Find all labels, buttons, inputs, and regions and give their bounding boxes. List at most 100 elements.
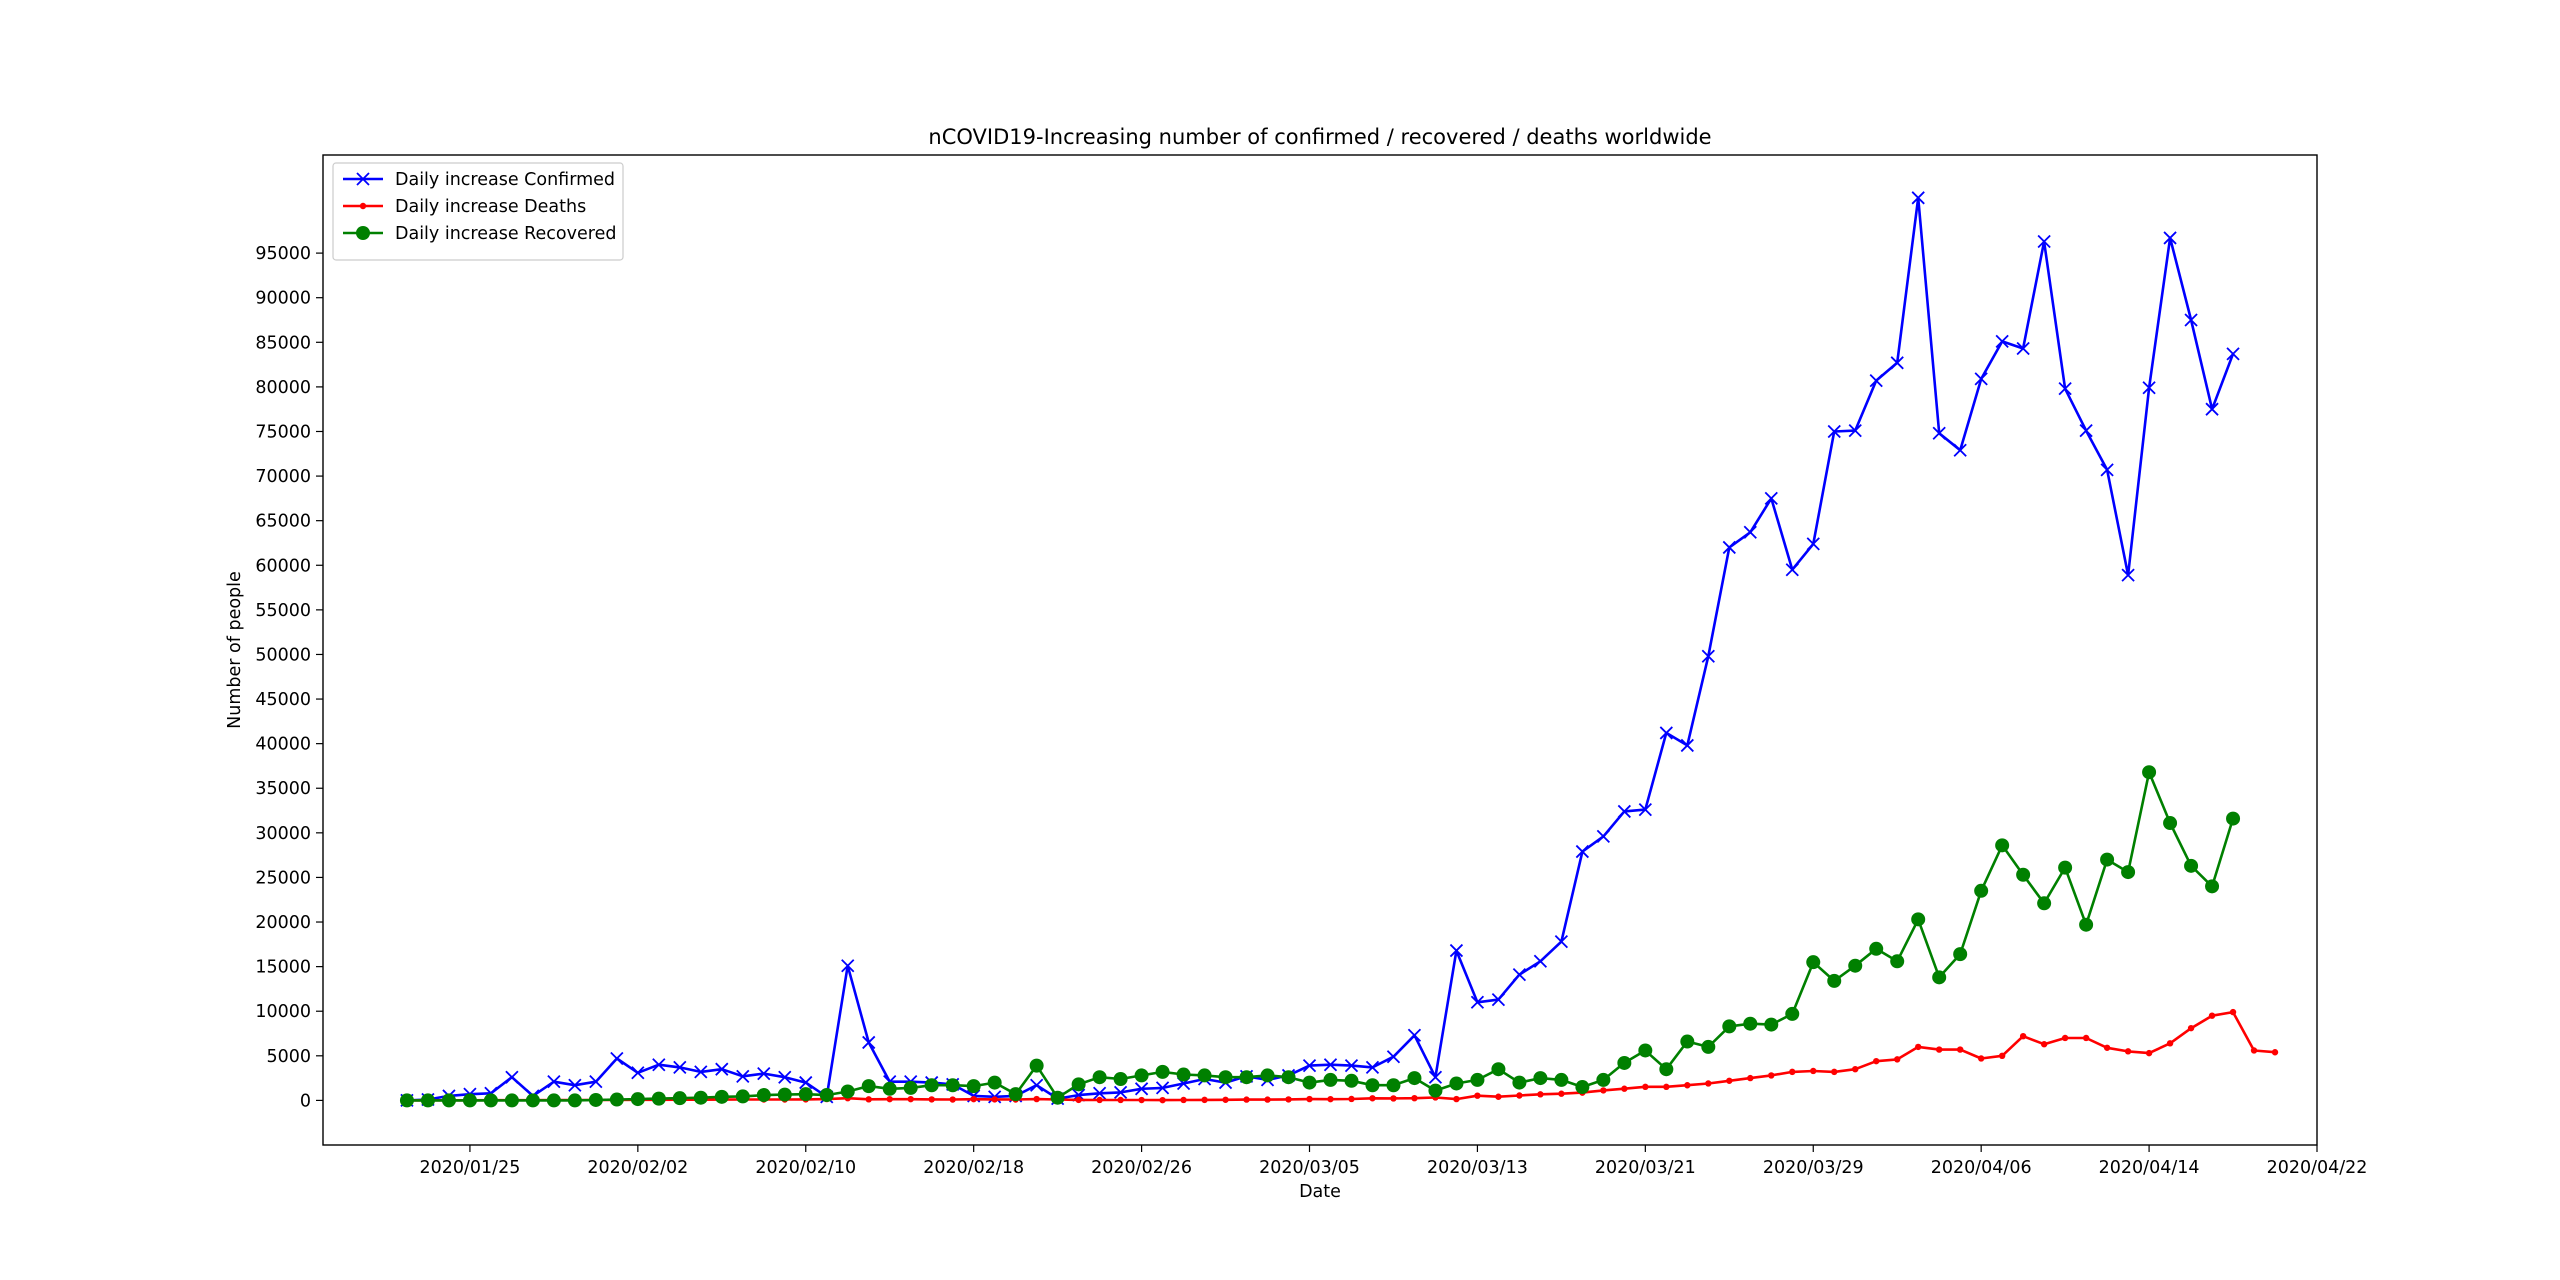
daily-increase-confirmed-point — [673, 1060, 687, 1075]
daily-increase-recovered-point — [672, 1091, 687, 1106]
daily-increase-confirmed-point — [1785, 563, 1799, 577]
daily-increase-recovered-point — [2205, 879, 2220, 894]
daily-increase-confirmed-point — [1827, 424, 1841, 439]
daily-increase-confirmed-point — [2163, 231, 2177, 245]
daily-increase-recovered-point — [1680, 1034, 1695, 1049]
daily-increase-confirmed-point — [2184, 313, 2198, 327]
daily-increase-recovered-point — [609, 1092, 624, 1107]
daily-increase-recovered-point — [756, 1088, 771, 1103]
x-tick-label: 2020/03/29 — [1763, 1158, 1864, 1178]
plot-area — [399, 191, 2279, 1108]
daily-increase-recovered-point — [1806, 955, 1821, 970]
y-tick-label: 65000 — [255, 512, 311, 532]
daily-increase-recovered-point — [693, 1090, 708, 1105]
daily-increase-recovered-point — [2142, 765, 2157, 780]
daily-increase-deaths-point — [2103, 1044, 2111, 1051]
daily-increase-deaths-point — [1243, 1096, 1250, 1103]
daily-increase-confirmed-point — [1554, 935, 1569, 949]
daily-increase-confirmed-series — [400, 191, 2240, 1108]
daily-increase-confirmed-point — [1638, 803, 1652, 817]
legend-marker — [359, 202, 367, 210]
y-tick-label: 10000 — [255, 1002, 311, 1022]
y-tick-label: 35000 — [255, 779, 311, 799]
daily-increase-recovered-point — [1743, 1016, 1758, 1031]
daily-increase-confirmed-point — [757, 1067, 771, 1081]
daily-increase-confirmed-point — [862, 1035, 876, 1050]
daily-increase-recovered-point — [924, 1078, 939, 1093]
daily-increase-recovered-point — [714, 1089, 729, 1104]
daily-increase-recovered-point — [1050, 1090, 1065, 1105]
daily-increase-confirmed-point — [1030, 1078, 1044, 1092]
daily-increase-deaths-line — [406, 1010, 2276, 1102]
daily-increase-confirmed-point — [1701, 649, 1715, 663]
y-axis-label: Number of people — [225, 571, 245, 729]
daily-increase-recovered-point — [1659, 1062, 1674, 1077]
legend-marker — [356, 226, 370, 240]
legend: Daily increase Confirmed Daily increase D… — [332, 162, 624, 261]
daily-increase-confirmed-point — [1407, 1028, 1422, 1042]
daily-increase-deaths-point — [1768, 1072, 1775, 1079]
daily-increase-confirmed-point — [715, 1062, 729, 1076]
x-tick-label: 2020/04/06 — [1931, 1158, 2032, 1178]
daily-increase-recovered-point — [2079, 917, 2094, 932]
y-tick-label: 60000 — [255, 556, 311, 576]
daily-increase-confirmed-point — [778, 1070, 792, 1084]
daily-increase-confirmed-point — [1575, 844, 1590, 859]
daily-increase-deaths-point — [865, 1096, 872, 1103]
x-tick-label: 2020/02/02 — [587, 1158, 688, 1178]
y-tick-label: 5000 — [266, 1047, 311, 1067]
daily-increase-deaths-point — [1894, 1056, 1901, 1063]
daily-increase-deaths-point — [1348, 1095, 1355, 1103]
daily-increase-deaths-point — [970, 1095, 977, 1103]
daily-increase-confirmed-point — [1743, 525, 1757, 539]
daily-increase-recovered-point — [1428, 1083, 1443, 1098]
daily-increase-deaths-point — [1810, 1067, 1817, 1075]
daily-increase-deaths-point — [1998, 1052, 2006, 1060]
y-tick-label: 25000 — [255, 868, 311, 888]
daily-increase-confirmed-point — [1890, 356, 1904, 370]
daily-increase-recovered-point — [588, 1092, 603, 1107]
daily-increase-deaths-point — [1474, 1092, 1481, 1099]
legend-label: Daily increase Confirmed — [395, 170, 615, 190]
y-tick-label: 15000 — [255, 958, 311, 978]
daily-increase-recovered-point — [483, 1093, 498, 1108]
y-tick-label: 95000 — [255, 244, 311, 264]
daily-increase-deaths-point — [2061, 1034, 2069, 1042]
daily-increase-recovered-point — [1260, 1068, 1275, 1083]
daily-increase-deaths-point — [1956, 1046, 1964, 1053]
daily-increase-confirmed-point — [2100, 463, 2114, 477]
daily-increase-confirmed-point — [1911, 191, 1925, 205]
daily-increase-deaths-point — [1285, 1096, 1292, 1103]
daily-increase-recovered-point — [1302, 1075, 1317, 1090]
daily-increase-recovered-point — [840, 1084, 855, 1099]
daily-increase-deaths-point — [1453, 1095, 1460, 1103]
daily-increase-confirmed-point — [1848, 423, 1862, 438]
daily-increase-deaths-point — [1201, 1096, 1208, 1104]
daily-increase-confirmed-point — [1932, 426, 1946, 440]
daily-increase-confirmed-point — [2142, 381, 2156, 395]
daily-increase-deaths-point — [1726, 1077, 1733, 1084]
daily-increase-recovered-point — [1953, 947, 1968, 962]
daily-increase-confirmed-point — [1659, 726, 1673, 740]
daily-increase-deaths-point — [1873, 1057, 1880, 1065]
daily-increase-recovered-point — [2121, 865, 2136, 880]
daily-increase-confirmed-point — [1869, 374, 1883, 388]
daily-increase-deaths-point — [928, 1096, 935, 1103]
daily-increase-confirmed-point — [1113, 1085, 1128, 1100]
daily-increase-recovered-point — [1071, 1077, 1086, 1092]
daily-increase-recovered-point — [1386, 1078, 1401, 1093]
daily-increase-confirmed-point — [1344, 1058, 1359, 1073]
daily-increase-recovered-point — [1869, 941, 1884, 956]
legend-label: Daily increase Recovered — [395, 224, 616, 244]
daily-increase-recovered-point — [1722, 1019, 1737, 1034]
daily-increase-confirmed-point — [1386, 1050, 1401, 1064]
daily-increase-confirmed-point — [1974, 372, 1988, 386]
y-tick-label: 50000 — [255, 645, 311, 665]
daily-increase-deaths-point — [1537, 1091, 1544, 1098]
daily-increase-confirmed-point — [652, 1058, 666, 1072]
daily-increase-recovered-point — [1407, 1071, 1422, 1086]
daily-increase-recovered-point — [1134, 1068, 1149, 1083]
daily-increase-confirmed-point — [631, 1066, 645, 1080]
daily-increase-recovered-point — [2058, 860, 2073, 875]
